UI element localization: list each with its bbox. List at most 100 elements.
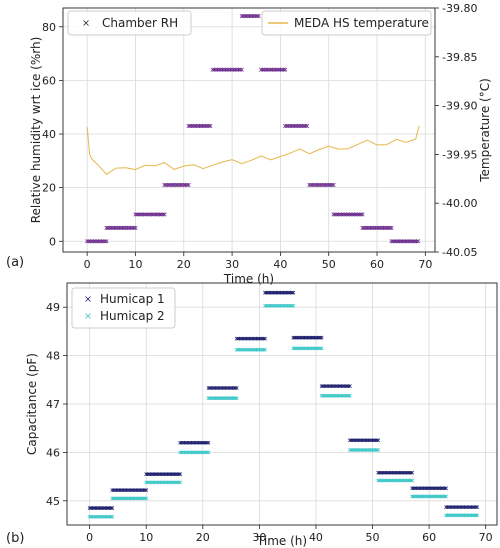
chamber-rh-point: [342, 212, 347, 217]
humicap2-point: [192, 450, 197, 455]
humicap1-point: [142, 488, 147, 493]
humicap1-point: [473, 505, 478, 509]
humicap1-point: [372, 438, 376, 443]
humicap2-point: [166, 480, 171, 485]
humicap2-point: [145, 480, 150, 485]
humicap2-point: [181, 450, 185, 455]
humicap2-point: [234, 347, 239, 352]
chamber-rh-point: [405, 239, 410, 244]
humicap1-point: [157, 472, 161, 477]
chamber-rh-point: [109, 225, 114, 230]
humicap2-point: [323, 393, 328, 398]
chamber-rh-point: [194, 123, 199, 129]
chamber-rh-point: [283, 67, 288, 72]
humicap2-point: [232, 396, 236, 401]
chamber-rh-point: [107, 225, 112, 230]
humicap2-point: [411, 494, 416, 499]
humicap2-point: [267, 303, 272, 308]
humicap2-point: [117, 496, 122, 501]
chamber-rh-point: [358, 212, 364, 217]
chamber-rh-point: [139, 212, 144, 217]
humicap2-point: [445, 513, 450, 518]
humicap1-point: [377, 470, 382, 475]
chamber-rh-point: [323, 182, 328, 188]
humicap2-point: [394, 478, 399, 483]
humicap2-point: [189, 450, 194, 455]
chamber-rh-point: [362, 225, 367, 230]
humicap1-point: [282, 290, 287, 295]
humicap1-point: [425, 486, 430, 491]
humicap2-point: [297, 346, 301, 351]
humicap2-point: [193, 450, 198, 455]
humicap1-point: [431, 486, 436, 491]
humicap2-point: [425, 494, 430, 499]
humicap2-point: [325, 393, 330, 398]
chamber-rh-point: [97, 239, 103, 244]
humicap2-point: [374, 448, 379, 452]
chamber-rh-point: [403, 239, 408, 244]
chamber-rh-point: [297, 123, 302, 129]
humicap2-point: [125, 496, 130, 501]
humicap1-point: [134, 488, 139, 493]
humicap2-point: [144, 480, 149, 485]
humicap1-point: [223, 386, 228, 390]
humicap2-point: [298, 346, 303, 351]
humicap1-point: [123, 488, 127, 493]
humicap1-point: [430, 486, 434, 491]
humicap1-point: [417, 486, 422, 491]
chamber-rh-point: [316, 182, 322, 188]
chamber-rh-point: [273, 67, 278, 72]
humicap1-point: [352, 438, 357, 443]
humicap1-point: [151, 472, 156, 477]
chamber-rh-point: [416, 239, 421, 244]
chamber-rh-point: [228, 67, 233, 72]
humicap2-point: [370, 448, 375, 452]
humicap2-point: [263, 303, 267, 308]
chamber-rh-point: [392, 239, 397, 244]
humicap2-point: [172, 480, 177, 485]
humicap2-point: [458, 513, 463, 518]
humicap1-point: [263, 336, 267, 341]
humicap1-point: [297, 335, 301, 340]
humicap2-point: [239, 347, 243, 352]
chamber-rh-point: [328, 182, 333, 188]
humicap1-point: [295, 335, 300, 340]
chamber-rh-point: [301, 123, 306, 129]
humicap2-point: [206, 396, 211, 401]
humicap1-point: [369, 438, 373, 443]
humicap2-point: [265, 303, 270, 308]
humicap1-point: [435, 486, 440, 491]
humicap1-point: [420, 486, 424, 491]
humicap2-point: [473, 513, 478, 518]
chamber-rh-point: [357, 212, 362, 217]
humicap1-point: [353, 438, 358, 443]
humicap1-point: [213, 386, 218, 390]
humicap1-point: [189, 440, 194, 445]
humicap1-point: [154, 472, 158, 477]
humicap1-point: [301, 335, 306, 340]
humicap1-point: [195, 440, 200, 445]
chamber-rh-point: [241, 13, 246, 19]
chamber-rh-point: [133, 212, 138, 217]
humicap1-point: [161, 472, 166, 477]
humicap1-point: [176, 472, 181, 477]
humicap1-point: [444, 505, 448, 509]
humicap1-point: [280, 290, 284, 295]
humicap2-point: [441, 494, 446, 499]
chamber-rh-point: [379, 225, 384, 230]
chamber-rh-point: [136, 212, 141, 217]
humicap1-point: [319, 384, 324, 388]
humicap2-point: [288, 303, 293, 308]
humicap2-point: [333, 393, 338, 398]
chamber-rh-point: [360, 212, 365, 217]
humicap2-point: [271, 303, 276, 308]
chamber-rh-point: [217, 67, 222, 72]
humicap2-point: [414, 494, 419, 499]
humicap2-point: [205, 450, 209, 455]
humicap2-point: [207, 396, 212, 401]
humicap1-point: [110, 506, 115, 510]
humicap2-point: [427, 494, 431, 499]
chamber-rh-point: [102, 239, 107, 244]
humicap1-point: [342, 384, 347, 388]
humicap1-point: [140, 488, 144, 493]
